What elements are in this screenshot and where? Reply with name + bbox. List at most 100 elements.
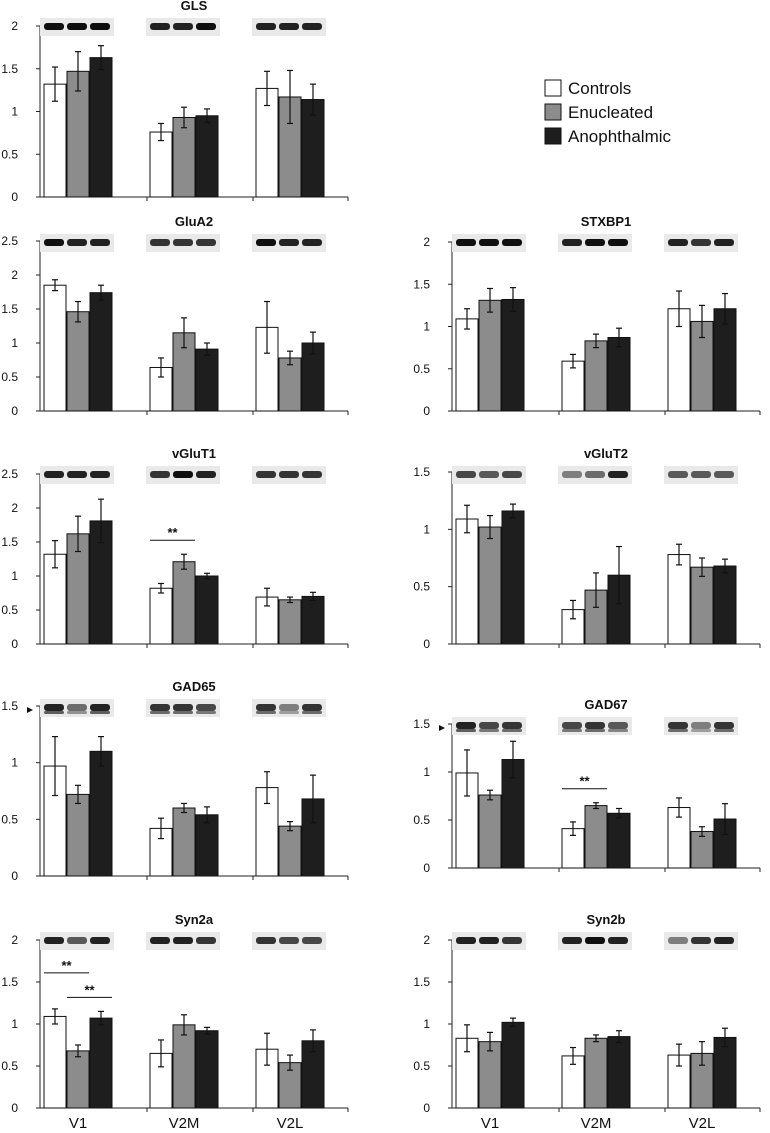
x-axis-group-labels: V1 V2M V2L V1 V2M V2L	[69, 1115, 716, 1132]
y-tick-label: 0	[423, 637, 430, 651]
legend: Controls Enucleated Anophthalmic	[544, 79, 672, 146]
blot-band	[479, 239, 499, 246]
panel-title: GAD67	[584, 697, 627, 712]
y-tick-label: 0.5	[413, 580, 430, 594]
blot-band	[502, 937, 522, 944]
significance-label: **	[579, 774, 590, 789]
blot-band	[279, 471, 299, 478]
blot-band	[173, 937, 193, 944]
bar	[149, 587, 173, 645]
bar	[713, 1036, 737, 1109]
blot-band	[608, 937, 628, 944]
bar	[278, 825, 302, 877]
bar	[455, 318, 479, 412]
panels-layer: GLS 0 0.5 1 1.5 2 STXBP1 0 0.5 1 1.5 2 GluA2 0 0.5 1 1.5…	[1, 0, 761, 1115]
blot-band	[562, 729, 582, 732]
blot-band	[456, 239, 476, 246]
blot-band	[173, 704, 193, 711]
bar	[66, 1050, 90, 1109]
bar	[667, 554, 691, 645]
y-tick-label: 1.5	[1, 535, 18, 549]
panel-title: Syn2b	[586, 912, 625, 927]
blot-band	[196, 704, 216, 711]
blot-band	[585, 471, 605, 478]
blot-band	[279, 937, 299, 944]
blot-band	[196, 471, 216, 478]
bar	[607, 812, 631, 869]
y-tick-label: 0	[11, 869, 18, 883]
blot-band	[479, 471, 499, 478]
blot-band	[173, 239, 193, 246]
significance-label: **	[84, 982, 95, 997]
blot-band	[44, 471, 64, 478]
x-group-label: V2L	[689, 1115, 716, 1132]
blot-band	[90, 239, 110, 246]
y-tick-label: 2	[11, 268, 18, 282]
blot-band	[173, 23, 193, 30]
y-tick-label: 0.5	[1, 812, 18, 826]
y-tick-label: 1.5	[413, 717, 430, 731]
panel-title: STXBP1	[581, 214, 632, 229]
blot-band	[608, 471, 628, 478]
y-tick-label: 1.5	[1, 975, 18, 989]
bar	[584, 805, 608, 869]
y-tick-label: 1.5	[1, 62, 18, 76]
blot-band	[608, 729, 628, 732]
y-tick-label: 0.5	[1, 1059, 18, 1073]
blot-band	[714, 729, 734, 732]
bar	[172, 561, 196, 645]
blot-band	[90, 704, 110, 711]
y-tick-label: 2	[11, 933, 18, 947]
panel-gad67: GAD67 0 0.5 1 1.5 **	[413, 697, 761, 875]
panel-syn2b: Syn2b 0 0.5 1 1.5 2	[413, 912, 761, 1115]
y-tick-label: 1	[11, 105, 18, 119]
panel-syn2a: Syn2a 0 0.5 1 1.5 2 ** **	[1, 912, 349, 1115]
y-tick-label: 0.5	[1, 603, 18, 617]
blot-band	[585, 729, 605, 732]
panel-title: GAD65	[172, 679, 215, 694]
panel-title: GluA2	[175, 214, 213, 229]
bar	[195, 575, 219, 645]
bar	[584, 1037, 608, 1109]
panel-gad65: GAD65 0 0.5 1 1.5	[1, 679, 349, 883]
bar	[195, 115, 219, 198]
blot-band	[150, 471, 170, 478]
blot-band	[502, 239, 522, 246]
blot-band	[456, 729, 476, 732]
y-tick-label: 0.5	[413, 1059, 430, 1073]
blot-band	[173, 711, 193, 714]
legend-label: Enucleated	[568, 103, 653, 122]
bar	[278, 599, 302, 645]
panel-title: GLS	[181, 0, 208, 13]
bar	[89, 292, 113, 412]
bar	[607, 336, 631, 412]
blot-band	[714, 239, 734, 246]
y-tick-label: 1.5	[413, 465, 430, 479]
y-tick-label: 1.5	[413, 975, 430, 989]
blot-band	[502, 471, 522, 478]
blot-band	[479, 729, 499, 732]
bar	[89, 57, 113, 198]
blot-band	[150, 23, 170, 30]
bar	[713, 565, 737, 645]
blot-band	[44, 23, 64, 30]
blot-band	[256, 239, 276, 246]
panel-gls: GLS 0 0.5 1 1.5 2	[1, 0, 349, 204]
y-tick-label: 2	[11, 19, 18, 33]
blot-band	[90, 471, 110, 478]
blot-band	[67, 471, 87, 478]
blot-band	[456, 937, 476, 944]
blot-band	[608, 722, 628, 729]
blot-band	[691, 937, 711, 944]
blot-band	[44, 937, 64, 944]
x-group-label: V2M	[169, 1115, 200, 1132]
blot-band	[668, 471, 688, 478]
bar	[278, 357, 302, 412]
blot-band	[302, 239, 322, 246]
blot-band	[44, 704, 64, 711]
significance-label: **	[167, 525, 178, 540]
x-group-label: V2L	[277, 1115, 304, 1132]
blot-band	[562, 937, 582, 944]
blot-band	[150, 711, 170, 714]
